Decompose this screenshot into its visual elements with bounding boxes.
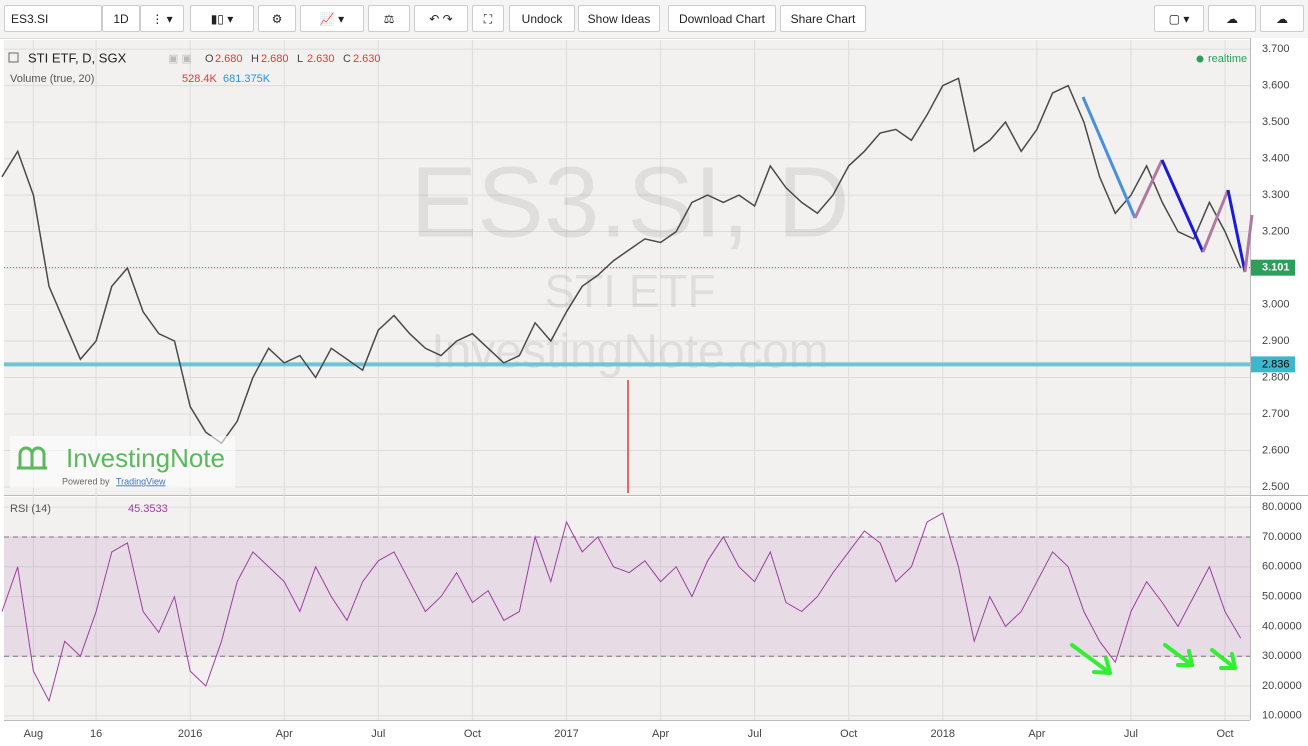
trend-line [1081,96,1137,219]
x-tick-label: Apr [1028,728,1045,740]
cloud-save[interactable]: ☁ [1260,5,1304,32]
cloud-load[interactable]: ☁ [1208,5,1256,32]
undo-redo[interactable]: ↶ ↷ [414,5,468,32]
y-tick-label: 40.0000 [1262,620,1302,632]
annotation-arrows [1070,643,1237,675]
trend-line [1160,159,1205,253]
support-label: 2.836 [1262,358,1290,370]
y-tick-label: 10.0000 [1262,710,1302,722]
chart-style[interactable]: ▮▯ ▾ [190,5,254,32]
ohlc-key: O [205,53,214,65]
logo-icon [17,446,47,470]
y-tick-label: 3.700 [1262,43,1290,55]
trend-line [1133,159,1164,219]
x-tick-label: 2016 [178,728,202,740]
share-chart-button[interactable]: Share Chart [780,5,866,32]
logo-bg [10,436,235,488]
x-tick-label: Oct [1216,728,1233,740]
x-tick-label: Oct [464,728,481,740]
logo-brand: InvestingNote [66,443,225,473]
interval[interactable]: 1D [102,5,140,32]
rsi-band [4,536,1250,657]
y-tick-label: 3.000 [1262,298,1290,310]
x-tick-label: 2017 [554,728,578,740]
compare-menu[interactable]: ⋮ ▾ [140,5,184,32]
x-tick-label: Apr [276,728,293,740]
ohlc-key: C [343,53,351,65]
x-tick-label: Aug [24,728,44,740]
y-tick-label: 3.400 [1262,152,1290,164]
support-label-bg [1251,356,1295,373]
ohlc-value: 2.680 [215,53,243,65]
x-tick-label: Apr [652,728,669,740]
ohlc-value: 2.630 [353,53,381,65]
watermark-symbol: ES3.SI, D [410,146,849,258]
logo-provider: TradingView [116,476,166,486]
x-tick-label: Oct [840,728,857,740]
y-tick-label: 3.300 [1262,189,1290,201]
show-ideas-button[interactable]: Show Ideas [578,5,660,32]
y-tick-label: 60.0000 [1262,561,1302,573]
color-picker[interactable]: ▢ ▾ [1154,5,1204,32]
ohlc-key: L [297,53,303,65]
x-tick-label: Jul [1124,728,1138,740]
y-tick-label: 80.0000 [1262,501,1302,513]
y-tick-label: 70.0000 [1262,531,1302,543]
volume-value: 528.4K [182,73,218,85]
settings[interactable]: ⚙ [258,5,296,32]
symbol-input[interactable]: ES3.SI [4,5,102,32]
ohlc-value: 2.630 [307,53,335,65]
x-tick-label: 2018 [931,728,955,740]
y-tick-label: 2.600 [1262,444,1290,456]
y-tick-label: 2.500 [1262,481,1290,493]
toolbar: ES3.SI 1D ⋮ ▾ ▮▯ ▾ ⚙ 📈 ▾ ⚖ ↶ ↷ ⛶ Undock … [0,0,1308,39]
y-tick-label: 3.500 [1262,116,1290,128]
logo-powered: Powered by [62,476,110,486]
rsi-line [1,512,1242,703]
volume-ma-value: 681.375K [223,73,271,85]
x-tick-label: 16 [90,728,102,740]
rsi-title: RSI (14) [10,503,51,515]
y-tick-label: 3.600 [1262,80,1290,92]
chart: ES3.SI, D STI ETF InvestingNote.com Inve… [1,38,1308,746]
price-axis [1250,38,1308,746]
x-tick-label: Jul [371,728,385,740]
indicators[interactable]: 📈 ▾ [300,5,364,32]
fullscreen[interactable]: ⛶ [472,5,504,32]
realtime-label: realtime [1208,53,1247,65]
trend-line [1243,214,1254,273]
watermark-name: STI ETF [544,265,715,317]
trend-line [1226,189,1247,273]
y-tick-label: 2.700 [1262,408,1290,420]
price-line-series [1,77,1242,445]
price-label: 3.101 [1262,262,1290,274]
volume-title: Volume (true, 20) [10,73,94,85]
y-tick-label: 2.800 [1262,371,1290,383]
rsi-pane [4,497,1250,720]
collapse-icon[interactable] [8,52,19,63]
x-tick-label: Jul [748,728,762,740]
rsi-value: 45.3533 [128,503,168,515]
y-tick-label: 20.0000 [1262,680,1302,692]
realtime-dot [1196,55,1204,63]
ohlc-key: H [251,53,259,65]
compare[interactable]: ⚖ [368,5,410,32]
undock-button[interactable]: Undock [509,5,575,32]
price-label-bg [1251,259,1295,276]
legend-icons: ▣ ▣ [168,53,192,65]
trend-line [1201,189,1230,253]
watermark-site: InvestingNote.com [431,326,829,379]
ohlc-value: 2.680 [261,53,289,65]
chart-title: STI ETF, D, SGX [28,50,127,65]
y-tick-label: 3.200 [1262,225,1290,237]
y-tick-label: 30.0000 [1262,650,1302,662]
y-tick-label: 2.900 [1262,335,1290,347]
y-tick-label: 50.0000 [1262,590,1302,602]
download-chart-button[interactable]: Download Chart [668,5,776,32]
